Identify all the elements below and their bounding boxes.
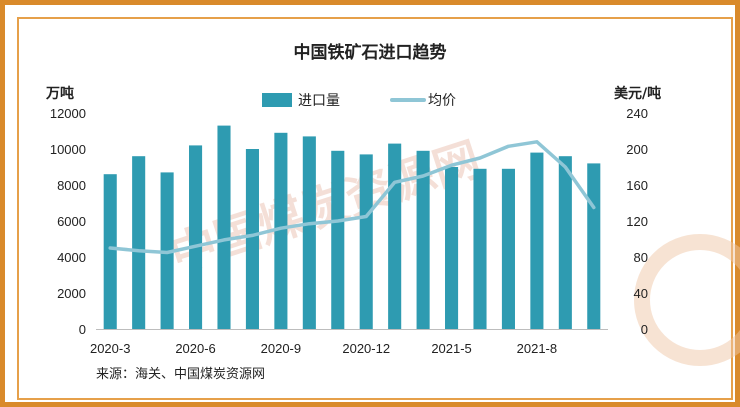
y-right-tick-label: 120 (626, 214, 648, 229)
bar (558, 156, 572, 329)
y-right-tick-label: 200 (626, 142, 648, 157)
x-tick-label: 2020-12 (342, 341, 390, 356)
y-right-tick-label: 160 (626, 178, 648, 193)
y-right-tick-label: 0 (641, 322, 648, 337)
y-left-tick-label: 12000 (50, 106, 86, 121)
y-left-tick-label: 10000 (50, 142, 86, 157)
bar (103, 174, 117, 329)
y-left-tick-label: 8000 (57, 178, 86, 193)
bar (189, 145, 203, 329)
legend: 进口量 均价 (262, 93, 456, 109)
bar (530, 152, 544, 329)
bar (416, 150, 430, 329)
y-left-tick-label: 4000 (57, 250, 86, 265)
plot-area: 2020-3 2020-6 2020-9 2020-12 2021-5 2021-8 0 20… (50, 106, 648, 356)
watermark-logo (634, 234, 740, 366)
y-right-tick-label: 80 (634, 250, 648, 265)
y-left-tick-label: 2000 (57, 286, 86, 301)
bar (501, 168, 515, 329)
x-tick-label: 2020-9 (261, 341, 301, 356)
bar (217, 125, 231, 329)
y-left-tick-label: 6000 (57, 214, 86, 229)
x-tick-label: 2021-5 (431, 341, 471, 356)
bar (245, 149, 259, 329)
legend-label-bars: 进口量 (298, 93, 340, 109)
price-line (108, 140, 596, 255)
bar (473, 168, 487, 329)
bar (331, 150, 345, 329)
chart-title: 中国铁矿石进口趋势 (294, 42, 447, 63)
x-tick-label: 2020-6 (175, 341, 215, 356)
y-left-axis-label: 万吨 (45, 85, 74, 102)
legend-label-line: 均价 (428, 93, 456, 109)
y-left-tick-label: 0 (79, 322, 86, 337)
bar (160, 172, 174, 329)
bar (274, 132, 288, 329)
x-tick-label: 2021-8 (517, 341, 557, 356)
bar (587, 163, 601, 329)
watermark-text: 中国煤炭资源网 (164, 131, 487, 282)
bar (388, 143, 402, 329)
y-right-axis-label: 美元/吨 (614, 85, 661, 102)
source-note: 来源：海关、中国煤炭资源网 (96, 367, 265, 382)
bar (359, 154, 373, 329)
bar (132, 156, 146, 329)
legend-swatch-bars (262, 93, 292, 107)
bar (445, 167, 459, 329)
bar (302, 136, 316, 329)
y-right-tick-label: 40 (634, 286, 648, 301)
x-tick-label: 2020-3 (90, 341, 130, 356)
y-right-tick-label: 240 (626, 106, 648, 121)
